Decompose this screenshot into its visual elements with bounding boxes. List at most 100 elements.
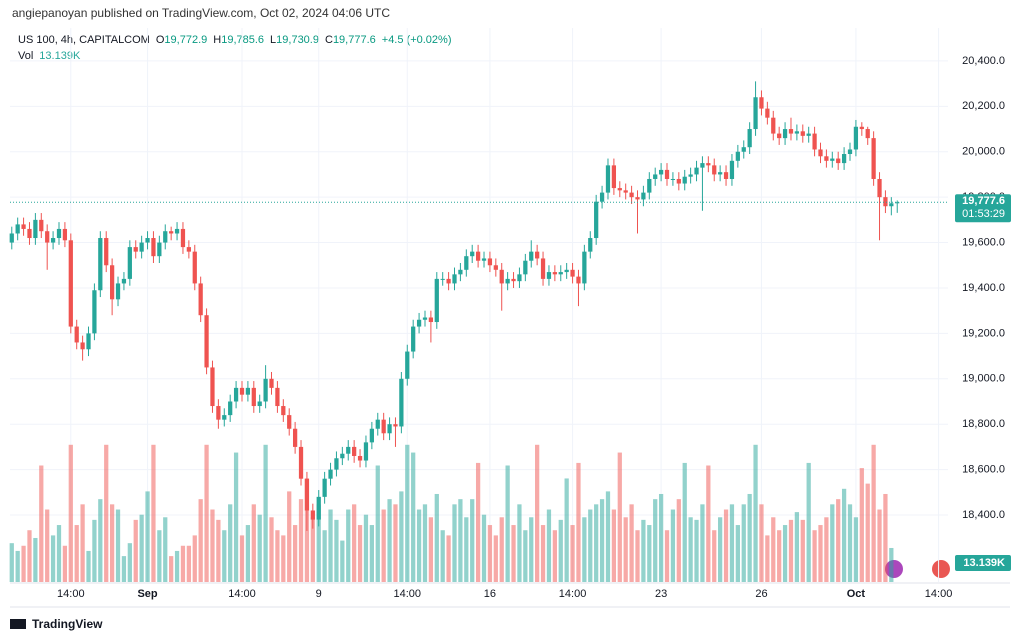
volume-bar [245, 525, 251, 582]
legend-key: H [213, 34, 221, 46]
candle-body [180, 228, 186, 248]
volume-bar [9, 543, 14, 582]
volume-bar [192, 535, 197, 582]
x-tick-label: Sep [137, 588, 157, 600]
volume-bar [499, 517, 504, 582]
volume-bar [98, 499, 103, 582]
volume-bar [263, 444, 268, 582]
candle-body [753, 97, 758, 130]
y-tick-label: 18,400.0 [962, 509, 1005, 521]
candle-body [357, 455, 363, 461]
volume-bar [576, 462, 581, 582]
candle-body [635, 197, 640, 200]
candle-body [281, 406, 286, 416]
volume-bar [210, 509, 215, 582]
candle-body [381, 419, 386, 434]
candle-body [50, 238, 56, 243]
volume-bar [464, 517, 469, 582]
candle-body [139, 242, 144, 252]
volume-bar [853, 517, 859, 582]
candle-body [452, 274, 457, 284]
candle-body [517, 274, 522, 282]
candle-body [653, 174, 658, 179]
volume-bar [487, 525, 493, 582]
candle-body [322, 478, 327, 497]
volume-bar [328, 509, 333, 582]
candle-body [86, 333, 91, 350]
event-icon[interactable] [885, 560, 903, 578]
candle-body [304, 478, 310, 511]
volume-bar [50, 535, 56, 582]
candle-body [700, 163, 705, 168]
volume-bar [623, 517, 628, 582]
candle-body [346, 446, 351, 454]
last-price-label: 19,777.6 [962, 195, 1005, 207]
legend: US 100, 4h, CAPITALCOM O19,772.9 H19,785.6… [18, 34, 451, 46]
candle-body [712, 165, 717, 175]
volume-bar [281, 535, 286, 582]
candle-body [428, 317, 434, 323]
candle-body [706, 163, 711, 166]
candle-body [334, 458, 339, 470]
volume-bar [523, 530, 528, 582]
logo [10, 619, 26, 629]
volume-bar [493, 535, 498, 582]
x-tick-label: 14:00 [559, 588, 587, 600]
volume-bar [706, 465, 711, 582]
volume-bar [558, 519, 563, 582]
candle-body [27, 228, 32, 239]
candle-body [688, 174, 693, 177]
volume-bar [517, 504, 522, 582]
volume-bar [163, 517, 168, 582]
candle-body [45, 231, 50, 243]
y-tick-label: 19,000.0 [962, 373, 1005, 385]
volume-bar [676, 499, 681, 582]
candle-body [115, 283, 121, 300]
candle-body [92, 290, 97, 334]
volume-bar [233, 452, 239, 582]
volume-bar [174, 550, 180, 582]
candle-body [718, 172, 723, 175]
candle-body [33, 219, 38, 239]
volume-bar [505, 465, 510, 582]
x-tick-label: 14:00 [228, 588, 256, 600]
volume-bar [765, 535, 770, 582]
volume-bar [847, 504, 853, 582]
volume-bar [239, 535, 245, 582]
candle-body [245, 387, 251, 395]
volume-bar [694, 519, 699, 582]
candle-body [664, 169, 670, 179]
candle-body [487, 258, 493, 266]
y-tick-label: 19,200.0 [962, 327, 1005, 339]
volume-bar [718, 517, 723, 582]
volume-bar [298, 499, 304, 582]
candle-body [682, 176, 687, 184]
y-tick-label: 20,000.0 [962, 146, 1005, 158]
candle-body [56, 228, 62, 239]
candle-body [830, 158, 835, 161]
candle-body [422, 317, 428, 320]
candle-body [782, 129, 788, 139]
volume-bar [759, 504, 764, 582]
volume-bar [658, 493, 664, 582]
volume-bar [777, 530, 782, 582]
volume-bar [39, 465, 44, 582]
legend-value: 19,772.9 [164, 34, 207, 46]
event-icon[interactable] [932, 560, 950, 578]
volume-bar [127, 543, 132, 582]
candle-body [210, 367, 215, 407]
candle-body [98, 238, 103, 291]
volume-bar [139, 514, 144, 582]
volume-bar [216, 519, 221, 582]
legend-value: 19,730.9 [276, 34, 319, 46]
x-tick-label: 16 [484, 588, 496, 600]
volume-bar [275, 530, 280, 582]
volume-bar [800, 519, 805, 582]
candle-body [74, 326, 79, 343]
volume-bar [582, 517, 587, 582]
candle-body [446, 278, 451, 284]
legend-key: C [325, 34, 333, 46]
volume-bar [322, 530, 327, 582]
y-tick-label: 20,200.0 [962, 100, 1005, 112]
candle-body [806, 133, 811, 136]
